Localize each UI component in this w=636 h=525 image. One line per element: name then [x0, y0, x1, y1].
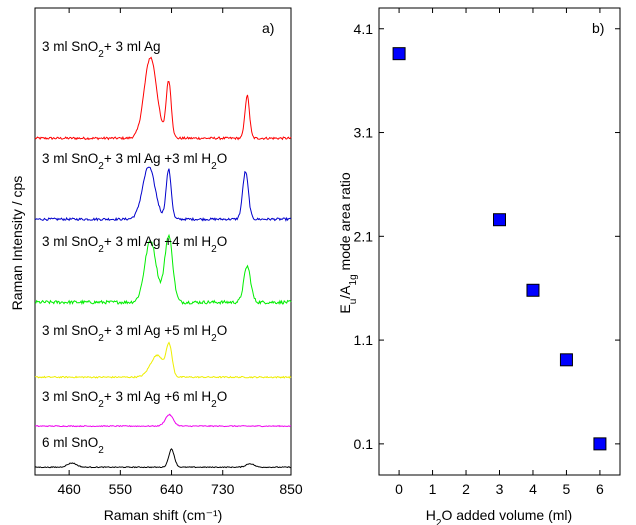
panel-b-x-tick-label: 2: [462, 481, 470, 497]
spectrum-line: [34, 166, 292, 222]
series-label: 3 ml SnO2+ 3 ml Ag +5 ml H2O: [42, 323, 227, 344]
panel-b-y-tick-label: 4.1: [354, 21, 374, 37]
panel-b-frame: [378, 7, 621, 476]
series-label: 3 ml SnO2+ 3 ml Ag: [42, 39, 161, 60]
panel-b-label: b): [592, 20, 604, 36]
series-label: 6 ml SnO2: [42, 435, 104, 456]
panel-b-x-tick-label: 0: [395, 481, 403, 497]
data-point: [493, 213, 506, 227]
panel-a-spectra: [34, 56, 292, 469]
panel-b-y-tick-label: 1.1: [354, 332, 374, 348]
panel-a-frame: [34, 7, 292, 476]
panel-b-ticks: 0 1 2 3 4 5 6 0.1 1.1 2.1 3.1 4.1: [354, 8, 620, 497]
panel-a: 460 550 640 730 850 3 ml SnO2+ 3 ml Ag3 ml S…: [9, 7, 303, 523]
panel-b: 0 1 2 3 4 5 6 0.1 1.1 2.1 3.1 4.1 b) H2O added volu…: [337, 7, 621, 525]
spectrum-line: [34, 413, 292, 428]
panel-a-x-axis-label: Raman shift (cm⁻¹): [104, 507, 223, 523]
panel-a-x-tick-label: 460: [57, 481, 81, 497]
series-label: 3 ml SnO2+ 3 ml Ag +4 ml H2O: [42, 234, 227, 255]
panel-b-x-tick-label: 4: [529, 481, 537, 497]
data-point: [593, 437, 607, 451]
data-point: [526, 283, 540, 297]
data-point: [392, 47, 406, 61]
panel-b-x-tick-label: 3: [496, 481, 504, 497]
panel-a-x-tick-label: 850: [279, 481, 303, 497]
panel-b-y-tick-label: 2.1: [354, 228, 374, 244]
panel-b-y-tick-label: 0.1: [354, 436, 374, 452]
data-point: [559, 353, 573, 367]
spectrum-line: [34, 233, 292, 306]
panel-a-label: a): [262, 20, 274, 36]
panel-a-y-axis-label: Raman Intensity / cps: [9, 176, 25, 311]
series-label: 3 ml SnO2+ 3 ml Ag +3 ml H2O: [42, 151, 227, 172]
panel-b-x-tick-label: 6: [596, 481, 604, 497]
panel-b-y-tick-label: 3.1: [354, 125, 374, 141]
series-label: 3 ml SnO2+ 3 ml Ag +6 ml H2O: [42, 389, 227, 410]
panel-b-points: [392, 47, 607, 451]
panel-a-x-tick-label: 640: [160, 481, 184, 497]
spectrum-line: [34, 448, 291, 469]
spectrum-line: [34, 56, 292, 141]
panel-a-x-ticks: 460 550 640 730 850: [57, 8, 303, 497]
panel-a-x-tick-label: 730: [211, 481, 235, 497]
panel-a-x-tick-label: 550: [109, 481, 133, 497]
panel-b-x-axis-label: H2O added volume (ml): [426, 507, 572, 525]
panel-b-x-tick-label: 5: [563, 481, 571, 497]
panel-a-series-labels: 3 ml SnO2+ 3 ml Ag 3 ml SnO2+ 3 ml Ag +3 …: [42, 39, 227, 456]
panel-b-y-axis-label: Eu/A1g mode area ratio: [337, 172, 359, 313]
panel-b-x-tick-label: 1: [429, 481, 437, 497]
spectrum-line: [34, 341, 292, 379]
